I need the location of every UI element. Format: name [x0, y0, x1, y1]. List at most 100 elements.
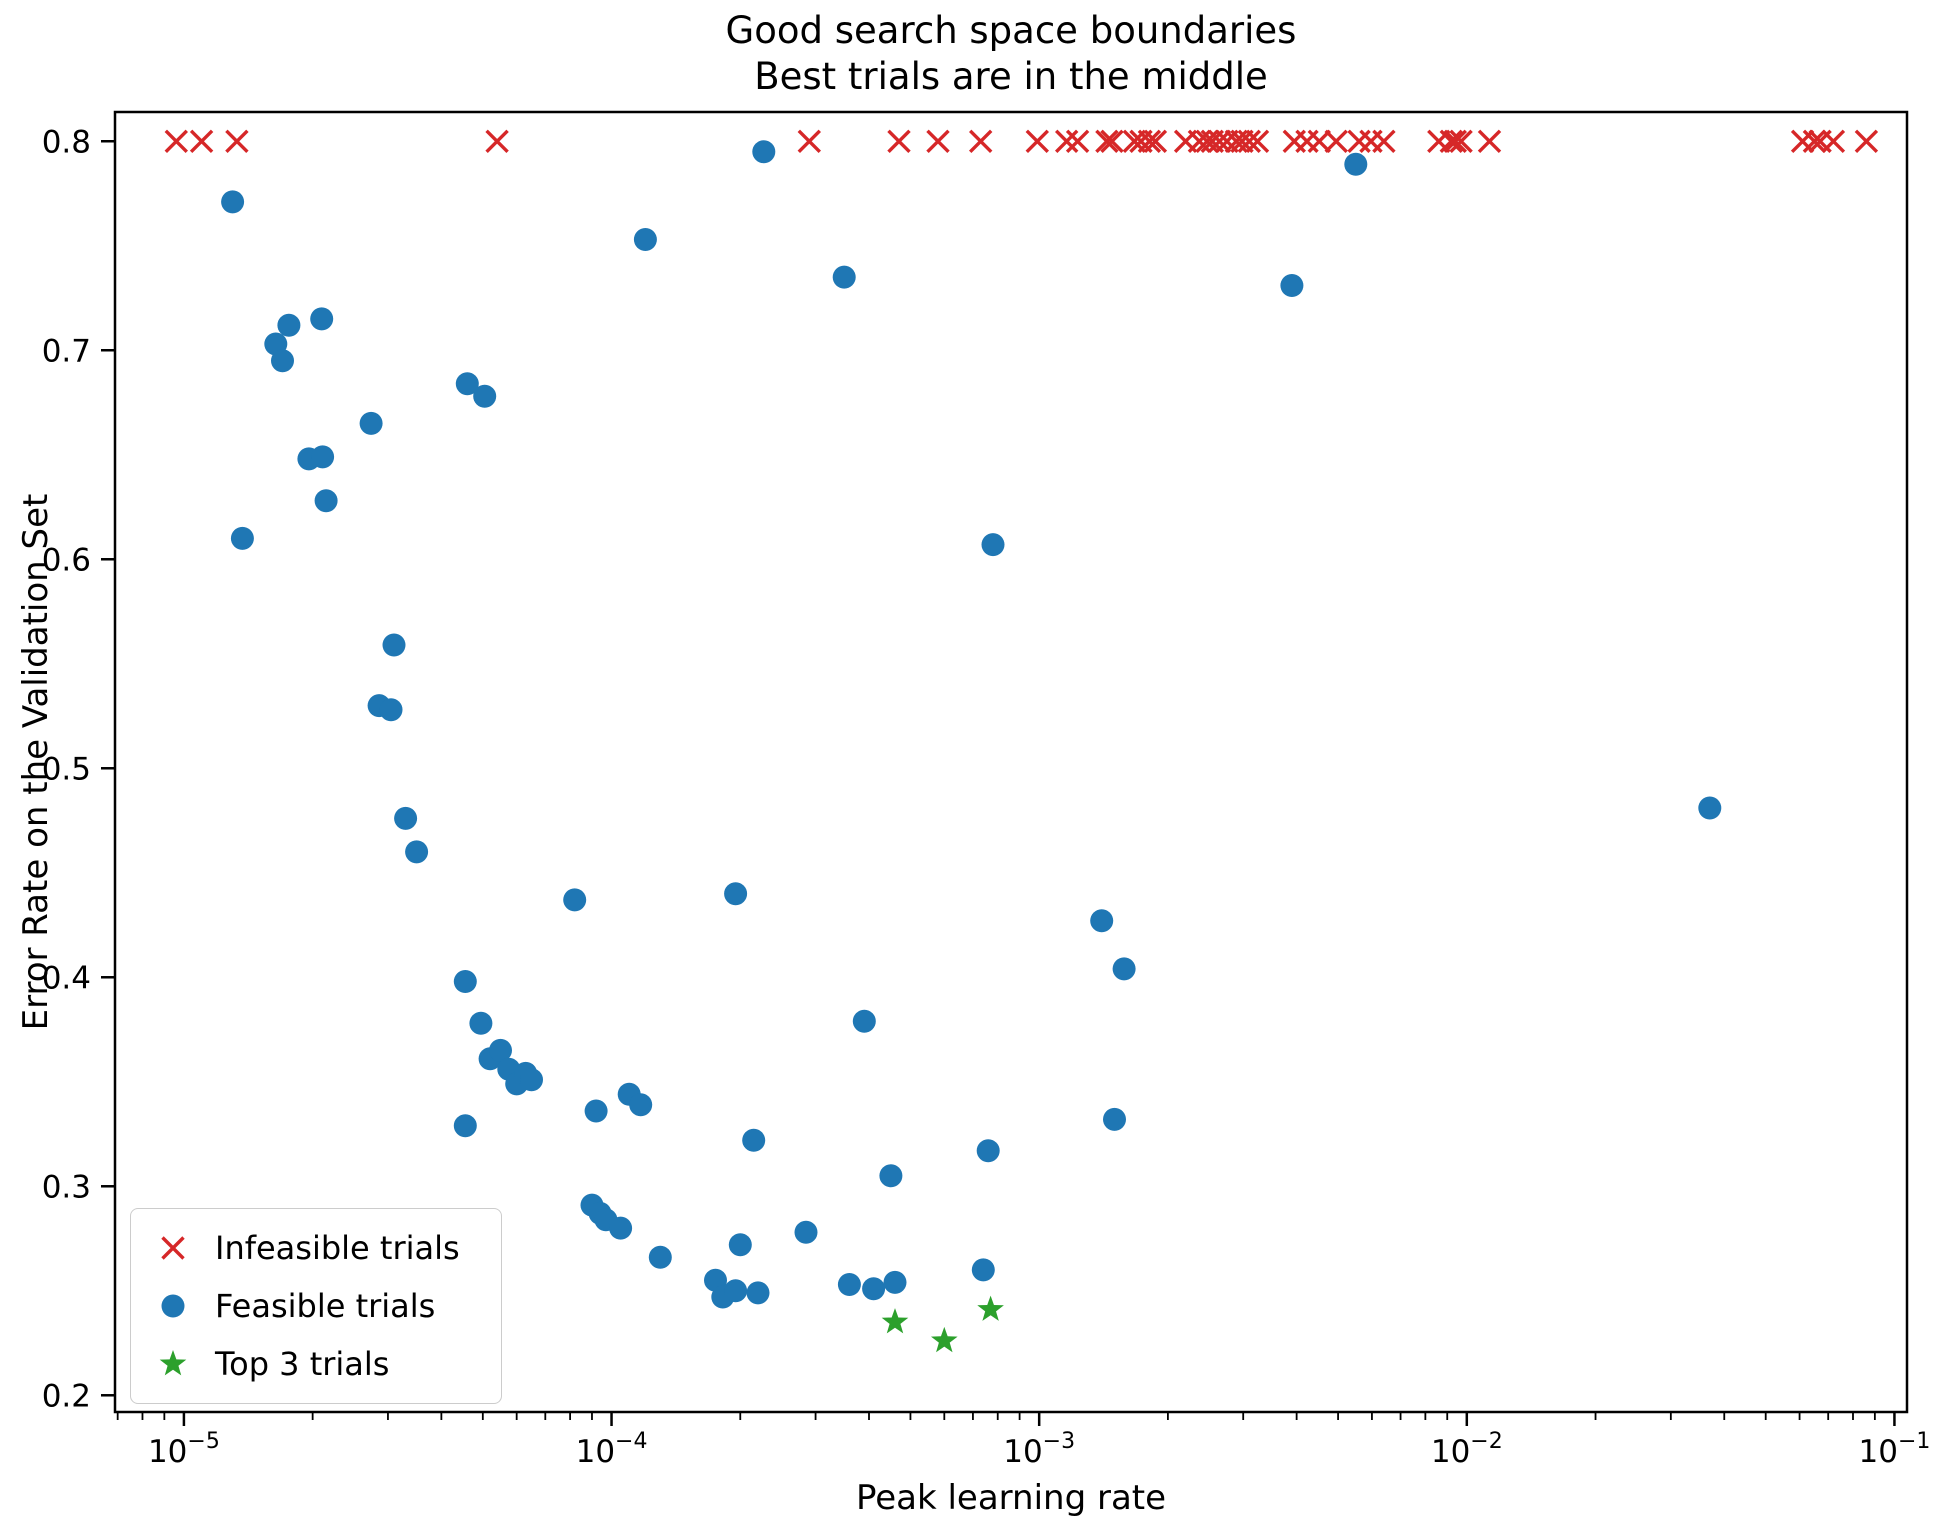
point-infeasible: [1054, 129, 1079, 154]
point-feasible: [405, 840, 429, 864]
point-infeasible: [1100, 129, 1124, 154]
point-infeasible: [887, 129, 911, 154]
point-infeasible: [1065, 129, 1090, 154]
point-feasible: [453, 970, 477, 993]
point-feasible: [1103, 1107, 1126, 1131]
x-tick-label: 10−3: [1003, 1429, 1075, 1470]
y-tick-label: 0.2: [42, 1378, 91, 1414]
point-infeasible: [1025, 129, 1050, 154]
point-infeasible: [1802, 129, 1827, 154]
legend-item-feasible-trials: Feasible trials: [131, 1277, 501, 1335]
point-infeasible: [1821, 129, 1846, 154]
point-feasible: [742, 1128, 766, 1152]
legend-item-infeasible-trials: Infeasible trials: [131, 1219, 501, 1277]
x-tick-label: 10−4: [576, 1429, 648, 1470]
point-feasible: [752, 140, 776, 164]
point-infeasible: [485, 129, 509, 154]
point-infeasible: [1207, 129, 1232, 154]
title-line-2: Best trials are in the middle: [754, 55, 1268, 98]
point-feasible: [724, 882, 748, 906]
point-feasible: [794, 1220, 818, 1244]
point-feasible: [862, 1277, 886, 1301]
x-tick-label: 10−2: [1431, 1429, 1503, 1470]
point-feasible: [648, 1245, 672, 1269]
point-feasible: [976, 1139, 1000, 1163]
x-marker-icon: [161, 1236, 185, 1260]
point-feasible: [314, 489, 338, 513]
point-feasible: [489, 1038, 512, 1062]
point-feasible: [832, 265, 856, 289]
point-feasible: [359, 411, 383, 435]
point-feasible: [394, 806, 418, 830]
point-feasible: [724, 1279, 748, 1303]
legend: Infeasible trials Feasible trials Top 3 …: [130, 1208, 502, 1404]
series-infeasible: [164, 129, 1879, 154]
plot-border: [113, 110, 1909, 1414]
point-feasible: [520, 1068, 543, 1092]
point-infeasible: [1245, 129, 1270, 154]
point-infeasible: [161, 1236, 185, 1260]
y-tick-label: 0.3: [42, 1169, 91, 1205]
point-feasible: [563, 888, 587, 912]
point-feasible: [746, 1281, 770, 1305]
x-axis-label: Peak learning rate: [855, 1478, 1167, 1518]
point-top3: [881, 1308, 909, 1334]
point-feasible: [1344, 152, 1368, 176]
point-infeasible: [1324, 129, 1348, 154]
circle-marker-icon: [161, 1294, 185, 1318]
point-infeasible: [1449, 129, 1473, 154]
point-infeasible: [1347, 129, 1371, 154]
point-feasible: [609, 1216, 633, 1240]
point-feasible: [473, 384, 497, 408]
point-infeasible: [1137, 129, 1162, 154]
point-infeasible: [1095, 129, 1119, 154]
point-top3: [930, 1326, 958, 1353]
y-tick-label: 0.6: [42, 542, 91, 578]
point-feasible: [382, 633, 406, 657]
point-feasible: [584, 1099, 608, 1123]
point-infeasible: [1439, 129, 1464, 154]
point-feasible: [453, 1114, 477, 1138]
legend-label-top3: Top 3 trials: [215, 1345, 390, 1383]
title-line-1: Good search space boundaries: [725, 9, 1297, 52]
point-feasible: [883, 1270, 907, 1294]
point-feasible: [971, 1258, 995, 1282]
point-feasible: [221, 190, 245, 214]
point-feasible: [310, 307, 334, 331]
point-feasible: [271, 349, 294, 373]
point-top3: [977, 1295, 1004, 1321]
series-feasible: [221, 140, 1722, 1309]
y-tick-label: 0.8: [42, 124, 91, 160]
point-infeasible: [1307, 129, 1332, 154]
point-infeasible: [189, 129, 214, 154]
y-tick-label: 0.4: [42, 960, 91, 996]
point-feasible: [469, 1011, 493, 1035]
point-infeasible: [926, 129, 950, 154]
point-feasible: [1112, 957, 1136, 981]
point-feasible: [852, 1009, 876, 1033]
point-feasible: [161, 1294, 185, 1318]
legend-label-infeasible: Infeasible trials: [215, 1229, 460, 1267]
point-top3: [159, 1350, 187, 1376]
point-feasible: [837, 1273, 861, 1296]
y-tick-label: 0.7: [42, 333, 91, 369]
x-tick-label: 10−1: [1858, 1429, 1930, 1470]
point-infeasible: [1372, 129, 1396, 154]
legend-item-top3-trials: Top 3 trials: [131, 1335, 501, 1393]
x-tick-label: 10−5: [148, 1429, 220, 1470]
point-infeasible: [1790, 129, 1815, 154]
y-tick-label: 0.5: [42, 751, 91, 787]
point-feasible: [629, 1093, 653, 1117]
legend-label-feasible: Feasible trials: [215, 1287, 436, 1325]
point-feasible: [1280, 274, 1304, 297]
star-marker-icon: [159, 1350, 187, 1376]
chart-title: Good search space boundaries Best trials…: [115, 8, 1907, 100]
point-feasible: [277, 313, 301, 337]
point-feasible: [1090, 909, 1114, 933]
point-feasible: [633, 228, 657, 251]
point-infeasible: [968, 129, 993, 154]
point-feasible: [311, 445, 335, 469]
point-infeasible: [797, 129, 822, 154]
